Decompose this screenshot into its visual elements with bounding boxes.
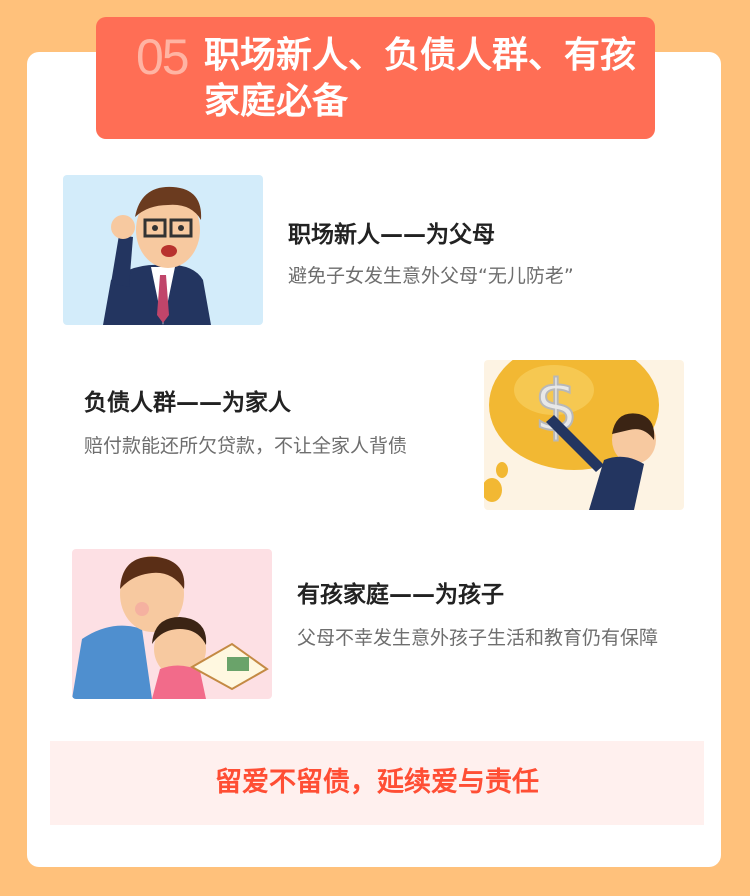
banner-title: 职场新人、负债人群、有孩家庭必备 bbox=[204, 35, 637, 122]
header-banner: 05 职场新人、负债人群、有孩家庭必备 bbox=[96, 17, 655, 139]
debt-bag-icon: $ bbox=[484, 360, 684, 510]
slogan-text: 留爱不留债，延续爱与责任 bbox=[215, 767, 539, 798]
slogan-box: 留爱不留债，延续爱与责任 bbox=[50, 741, 704, 825]
section-number: 05 bbox=[136, 29, 190, 85]
section-heading: 职场新人——为父母 bbox=[288, 222, 495, 248]
section-desc: 避免子女发生意外父母“无儿防老” bbox=[288, 265, 574, 287]
section-heading: 有孩家庭——为孩子 bbox=[297, 582, 504, 608]
family-reading-icon bbox=[72, 549, 272, 699]
section-desc: 赔付款能还所欠贷款，不让全家人背债 bbox=[84, 435, 408, 457]
section-desc: 父母不幸发生意外孩子生活和教育仍有保障 bbox=[297, 627, 659, 649]
section-heading: 负债人群——为家人 bbox=[84, 390, 291, 416]
office-worker-icon bbox=[63, 175, 263, 325]
